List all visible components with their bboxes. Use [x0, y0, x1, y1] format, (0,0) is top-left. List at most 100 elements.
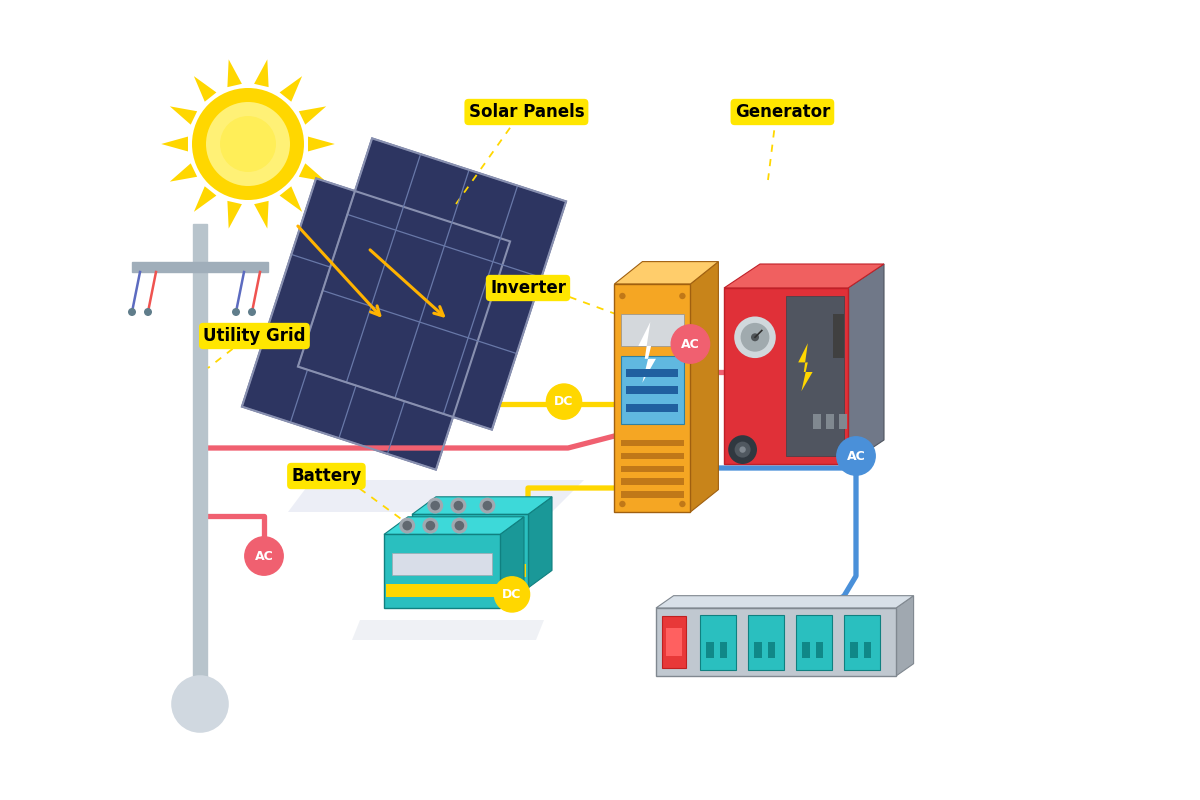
- Bar: [707, 642, 714, 658]
- Circle shape: [836, 437, 875, 475]
- Bar: [666, 628, 683, 656]
- Bar: [620, 453, 684, 459]
- Circle shape: [740, 323, 769, 352]
- Circle shape: [482, 501, 492, 510]
- Circle shape: [192, 88, 304, 200]
- Text: Battery: Battery: [292, 467, 361, 485]
- Circle shape: [728, 435, 757, 464]
- Bar: [833, 314, 845, 358]
- Circle shape: [679, 501, 685, 507]
- Bar: [768, 642, 775, 658]
- Circle shape: [144, 308, 152, 316]
- Bar: [132, 262, 268, 272]
- Bar: [626, 386, 678, 394]
- Bar: [392, 553, 492, 575]
- Polygon shape: [500, 517, 524, 608]
- Polygon shape: [614, 262, 719, 284]
- Bar: [620, 478, 684, 485]
- Text: Solar Panels: Solar Panels: [468, 103, 584, 121]
- Bar: [620, 466, 684, 472]
- Polygon shape: [227, 201, 242, 229]
- Polygon shape: [690, 262, 719, 512]
- Circle shape: [167, 670, 234, 738]
- Circle shape: [739, 446, 746, 453]
- Text: AC: AC: [682, 338, 700, 350]
- Bar: [816, 642, 823, 658]
- Bar: [814, 414, 821, 429]
- Polygon shape: [299, 163, 326, 182]
- Bar: [626, 369, 678, 377]
- Text: AC: AC: [847, 450, 865, 462]
- Circle shape: [494, 577, 529, 612]
- Circle shape: [431, 501, 440, 510]
- Polygon shape: [724, 264, 884, 288]
- Bar: [614, 284, 690, 512]
- Polygon shape: [298, 138, 566, 430]
- Circle shape: [220, 116, 276, 172]
- Bar: [193, 224, 208, 696]
- Circle shape: [248, 308, 256, 316]
- Circle shape: [480, 498, 496, 514]
- Text: DC: DC: [503, 588, 522, 601]
- Polygon shape: [288, 480, 584, 512]
- Bar: [748, 615, 784, 670]
- Polygon shape: [412, 497, 552, 514]
- Circle shape: [455, 521, 464, 530]
- Circle shape: [671, 325, 709, 363]
- Circle shape: [402, 521, 412, 530]
- Circle shape: [451, 518, 468, 534]
- Polygon shape: [308, 137, 335, 151]
- Polygon shape: [169, 163, 197, 182]
- Circle shape: [427, 498, 443, 514]
- Bar: [620, 356, 684, 424]
- Polygon shape: [242, 178, 510, 470]
- Polygon shape: [352, 620, 544, 640]
- Circle shape: [546, 384, 582, 419]
- Text: Utility Grid: Utility Grid: [203, 327, 306, 345]
- Polygon shape: [227, 59, 242, 87]
- Circle shape: [400, 518, 415, 534]
- Circle shape: [172, 675, 229, 733]
- Bar: [839, 414, 847, 429]
- Circle shape: [454, 501, 463, 510]
- Bar: [620, 491, 684, 498]
- Circle shape: [426, 521, 436, 530]
- Circle shape: [619, 293, 625, 299]
- Circle shape: [734, 442, 751, 458]
- Polygon shape: [656, 596, 913, 608]
- Bar: [420, 533, 520, 555]
- Polygon shape: [280, 76, 302, 102]
- Bar: [620, 314, 684, 346]
- Polygon shape: [299, 106, 326, 125]
- Polygon shape: [528, 497, 552, 588]
- Text: AC: AC: [254, 550, 274, 562]
- Circle shape: [128, 308, 136, 316]
- Polygon shape: [254, 59, 269, 87]
- Bar: [384, 534, 500, 608]
- Polygon shape: [161, 137, 188, 151]
- Polygon shape: [169, 106, 197, 125]
- Bar: [385, 584, 498, 597]
- Polygon shape: [194, 186, 216, 212]
- Bar: [826, 414, 834, 429]
- Bar: [803, 642, 810, 658]
- Polygon shape: [280, 186, 302, 212]
- Bar: [656, 608, 896, 676]
- Text: Generator: Generator: [734, 103, 830, 121]
- Polygon shape: [896, 596, 913, 676]
- Bar: [796, 615, 832, 670]
- Polygon shape: [638, 322, 656, 383]
- Text: Inverter: Inverter: [490, 279, 566, 297]
- Bar: [851, 642, 858, 658]
- Bar: [412, 514, 528, 588]
- Polygon shape: [848, 264, 884, 464]
- Circle shape: [734, 317, 775, 358]
- Bar: [662, 616, 686, 668]
- Polygon shape: [194, 76, 216, 102]
- Bar: [720, 642, 727, 658]
- Circle shape: [751, 334, 760, 342]
- Circle shape: [206, 102, 290, 186]
- Bar: [724, 288, 848, 464]
- Circle shape: [619, 501, 625, 507]
- Circle shape: [232, 308, 240, 316]
